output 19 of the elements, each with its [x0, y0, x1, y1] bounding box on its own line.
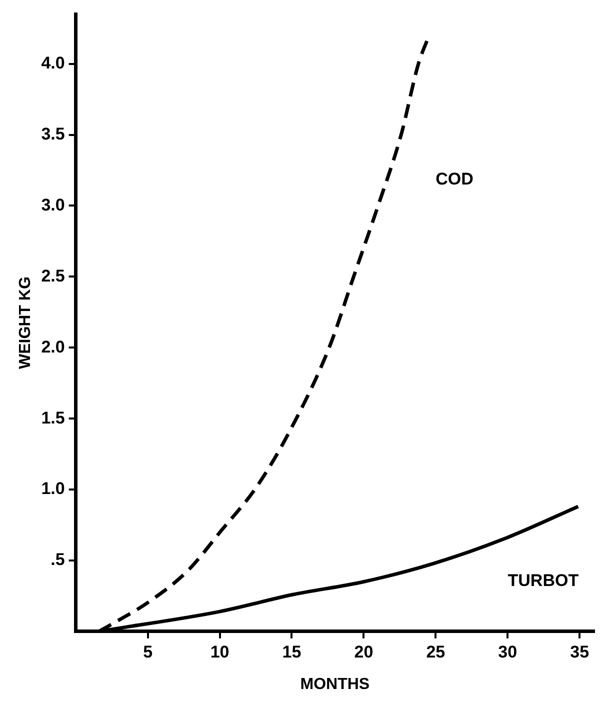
y-tick-label: 2.0: [41, 337, 65, 356]
y-tick-label: 1.0: [41, 479, 65, 498]
y-tick-label: 3.0: [41, 195, 65, 214]
x-tick-label: 25: [426, 642, 446, 662]
text: COD: [436, 170, 474, 189]
series-label: TURBOT: [508, 571, 580, 590]
y-tick-label: 2.5: [41, 266, 65, 286]
x-tick-label: 5: [143, 642, 153, 662]
x-tick-label: 30: [498, 642, 518, 662]
y-tick-label: 4.0: [41, 54, 65, 73]
y-tick-label: .5: [50, 550, 65, 570]
x-axis-title: MONTHS: [300, 676, 370, 693]
x-tick-label: 15: [282, 642, 302, 662]
y-axis-title: WEIGHT KG: [17, 276, 34, 370]
x-tick-label: 10: [210, 642, 230, 662]
x-tick-label: 35: [570, 642, 590, 662]
y-tick-label: 1.5: [41, 408, 65, 428]
x-tick-label: 20: [354, 642, 374, 662]
y-tick-label: 3.5: [41, 124, 65, 144]
